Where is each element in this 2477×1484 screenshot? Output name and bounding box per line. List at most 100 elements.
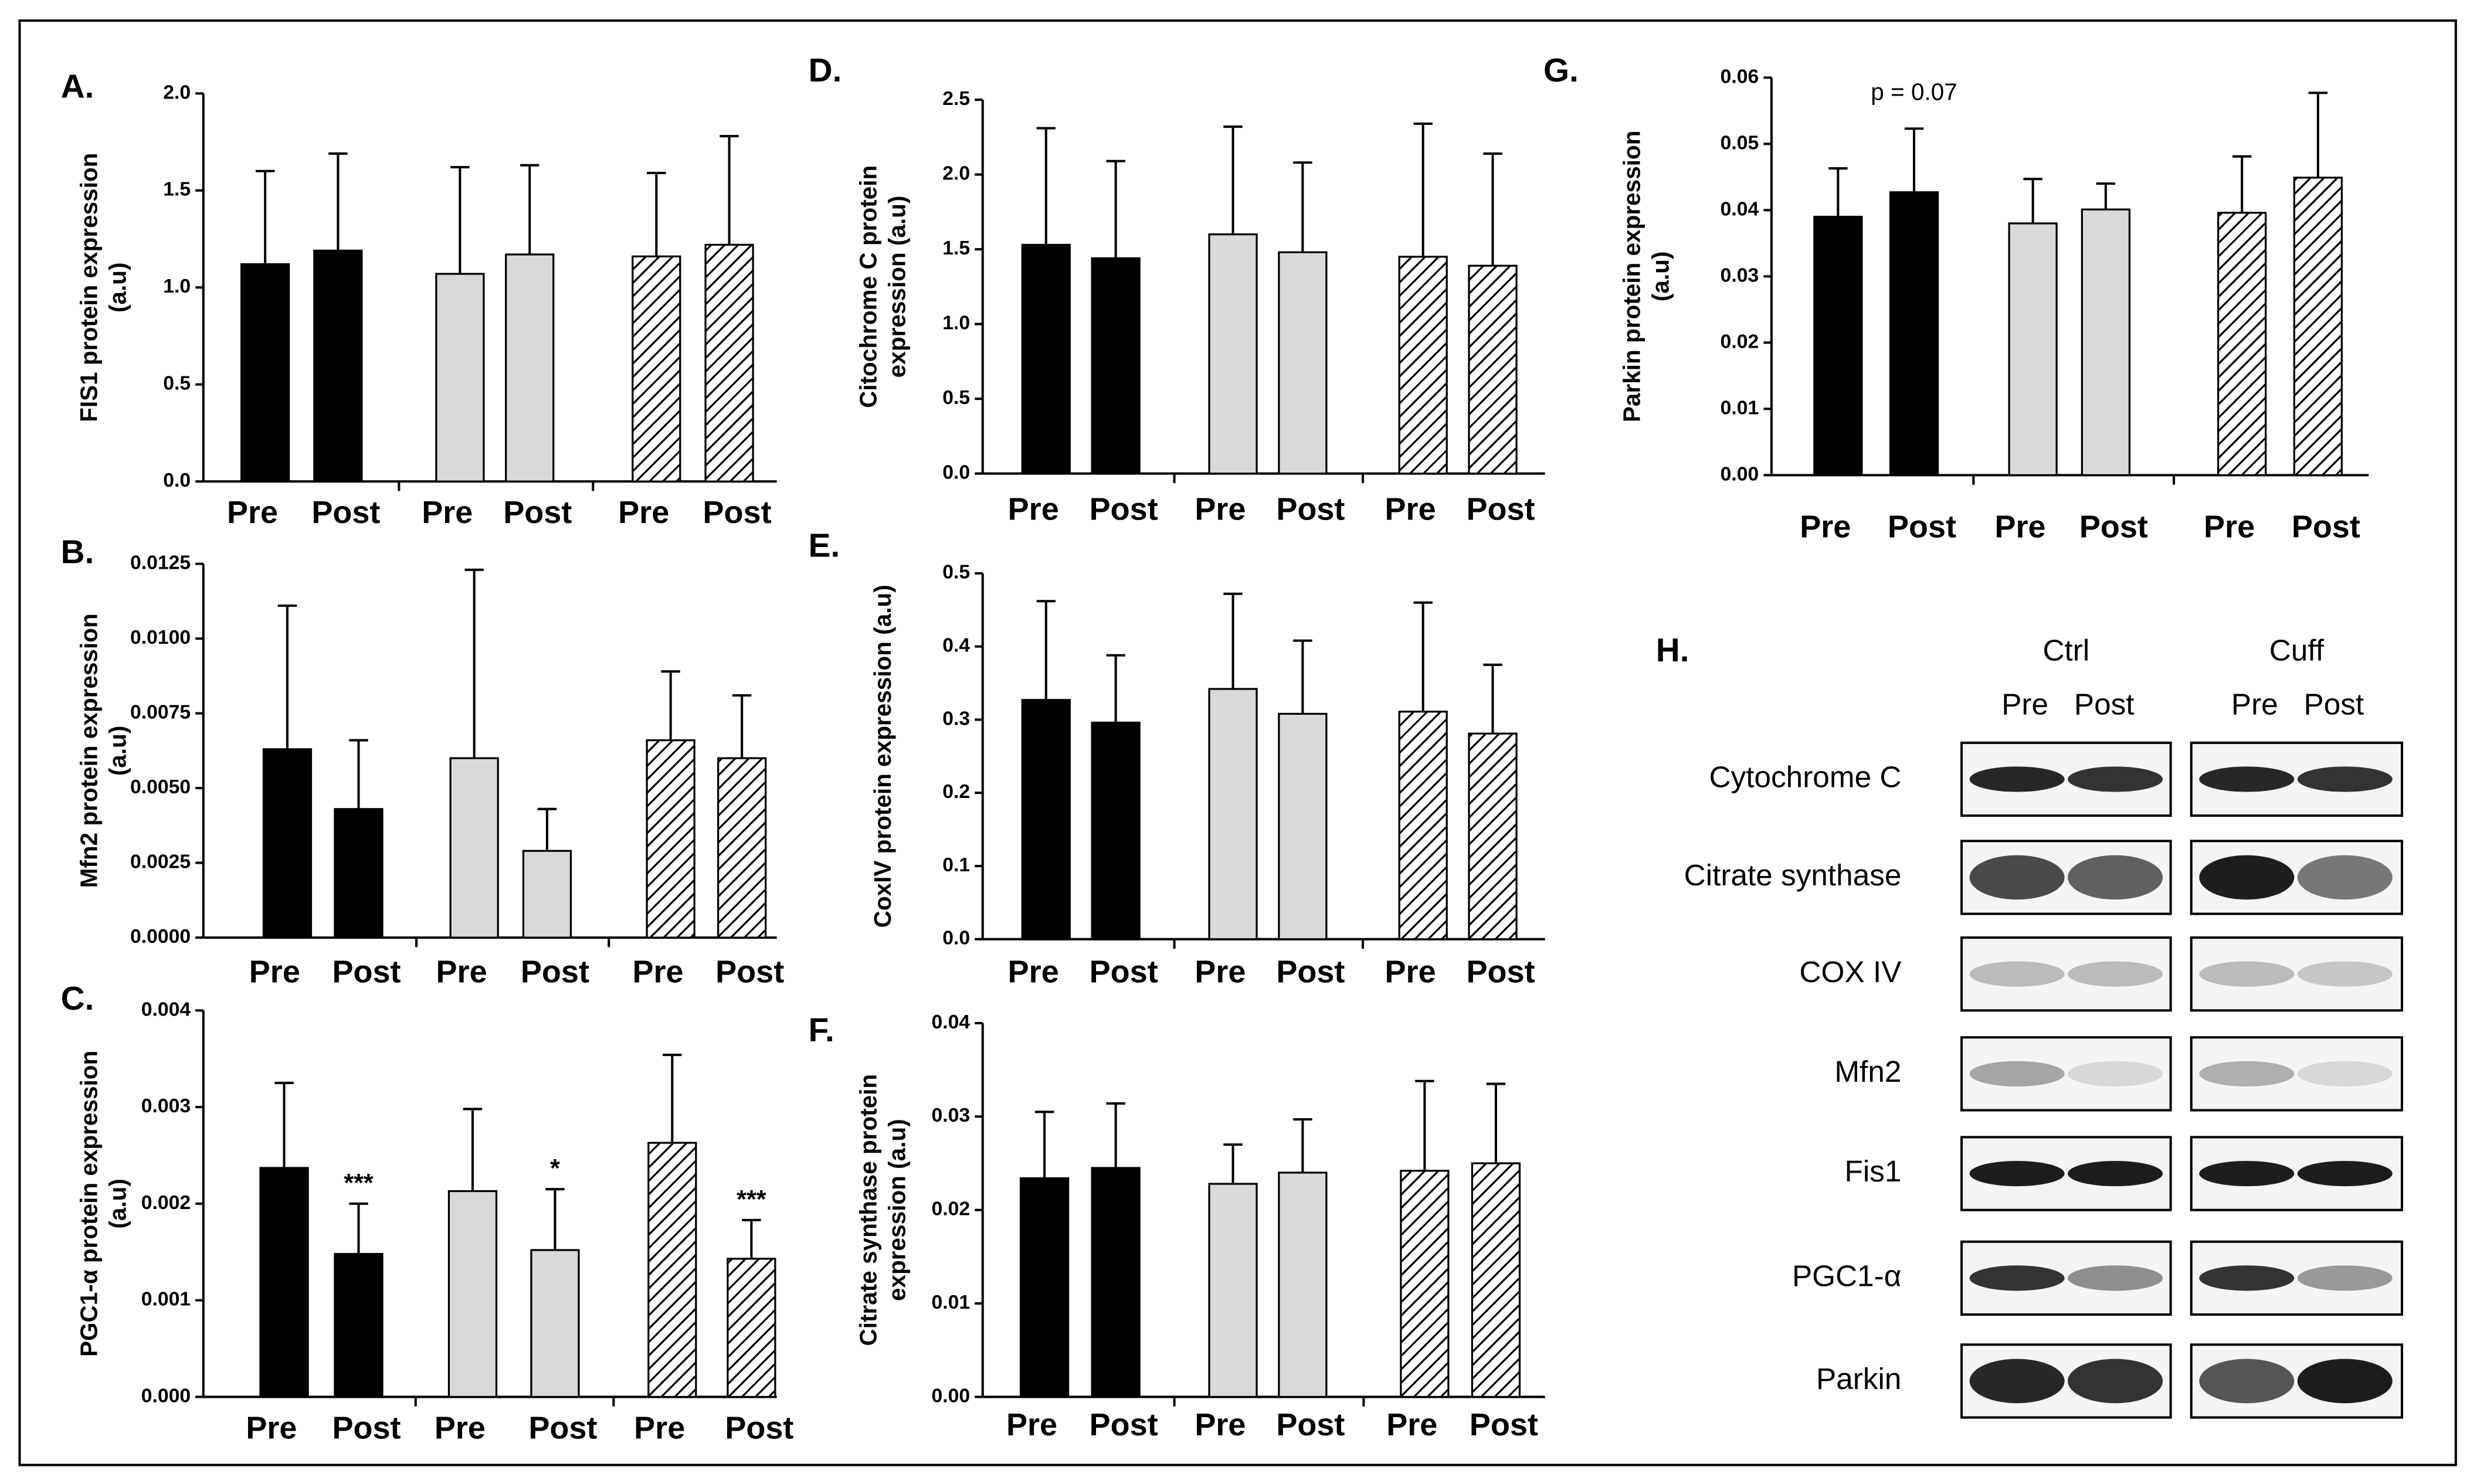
bar: [1278, 1171, 1328, 1398]
x-tick-label: Pre: [1800, 509, 1851, 544]
x-tick-label: Post: [1470, 1407, 1538, 1442]
lane-label: Pre: [2001, 687, 2048, 721]
row-label: Fis1: [1844, 1154, 1901, 1188]
blot-band: [2199, 855, 2295, 900]
x-tick-label: Pre: [1006, 1407, 1057, 1442]
y-tick-label: 1.0: [163, 275, 191, 297]
blot-band: [2068, 1359, 2163, 1404]
y-axis-label: FIS1 protein expression: [76, 153, 103, 422]
y-tick-label: 0.5: [942, 561, 970, 583]
lane-label: Post: [2304, 687, 2364, 721]
x-tick-label: Post: [2292, 509, 2360, 544]
bar: [647, 1142, 697, 1398]
y-tick-label: 0.03: [1721, 264, 1759, 286]
x-tick-label: Post: [1276, 1407, 1345, 1442]
x-tick-label: Pre: [1008, 954, 1059, 989]
blot-band: [1969, 1359, 2065, 1404]
bar: [1889, 191, 1939, 476]
blot-band: [2297, 1160, 2393, 1187]
y-tick-label: 0.0050: [130, 776, 191, 798]
y-axis-label: Citrate synthase protein: [855, 1074, 882, 1346]
y-tick-label: 0.02: [1721, 330, 1759, 352]
blot-frame: [2190, 936, 2404, 1012]
y-tick-label: 2.0: [163, 81, 191, 103]
y-tick-label: 0.02: [931, 1198, 970, 1220]
bar: [1278, 251, 1328, 475]
y-tick-label: 0.00: [931, 1384, 970, 1407]
blot-band: [2297, 1265, 2393, 1291]
x-tick-label: Post: [311, 495, 380, 530]
row-label: Citrate synthase: [1684, 858, 1902, 892]
bar: [727, 1258, 776, 1398]
bar: [1091, 1167, 1141, 1398]
bar: [1813, 216, 1863, 476]
y-tick-label: 1.0: [942, 312, 970, 334]
y-tick-label: 0.0: [942, 927, 970, 949]
x-tick-label: Post: [1090, 492, 1158, 527]
y-tick-label: 0.000: [141, 1384, 191, 1407]
y-tick-label: 0.01: [931, 1291, 970, 1313]
bar: [505, 253, 555, 483]
y-tick-label: 1.5: [942, 237, 970, 259]
bar: [2008, 222, 2058, 476]
x-tick-label: Pre: [246, 1410, 297, 1445]
x-tick-label: Post: [1467, 954, 1535, 989]
bar: [1400, 1170, 1450, 1398]
annotation: *: [550, 1154, 560, 1183]
annotation: ***: [344, 1169, 374, 1197]
x-tick-label: Post: [715, 954, 784, 989]
y-tick-label: 2.5: [942, 87, 970, 110]
y-tick-label: 0.0025: [130, 851, 191, 873]
blot-frame: [2190, 1036, 2404, 1112]
bar: [2293, 176, 2343, 476]
blot-band: [2297, 1061, 2393, 1087]
bar: [1019, 1177, 1070, 1398]
y-tick-label: 0.04: [931, 1011, 970, 1033]
x-tick-label: Pre: [1385, 954, 1436, 989]
x-tick-label: Post: [1276, 492, 1345, 527]
y-axis-label: (a.u): [104, 726, 131, 776]
x-tick-label: Pre: [249, 954, 300, 989]
row-label: Parkin: [1816, 1362, 1901, 1395]
y-tick-label: 0.001: [141, 1288, 191, 1310]
y-tick-label: 0.3: [942, 707, 970, 729]
row-label: Mfn2: [1834, 1055, 1901, 1088]
x-tick-label: Pre: [227, 495, 278, 530]
x-tick-label: Post: [332, 1410, 401, 1445]
x-tick-label: Pre: [435, 1410, 486, 1445]
bar: [1208, 688, 1258, 940]
bar: [334, 808, 384, 939]
blot-band: [1969, 766, 2065, 792]
x-tick-label: Pre: [634, 1410, 685, 1445]
x-tick-label: Pre: [436, 954, 487, 989]
y-tick-label: 0.00: [1721, 463, 1759, 485]
panel-label: A.: [61, 68, 94, 105]
row-label: PGC1-α: [1792, 1259, 1901, 1292]
bar: [1278, 712, 1328, 940]
bar: [1208, 1183, 1258, 1398]
x-tick-label: Post: [2079, 509, 2148, 544]
panel-label: G.: [1543, 52, 1579, 89]
y-tick-label: 0.04: [1721, 198, 1759, 220]
blot-band: [1969, 1061, 2065, 1087]
y-axis-label: (a.u): [1647, 252, 1674, 302]
blot-band: [2199, 1359, 2295, 1404]
bar: [435, 273, 485, 483]
x-tick-label: Pre: [2204, 509, 2255, 544]
lane-label: Post: [2074, 687, 2135, 721]
x-tick-label: Post: [503, 495, 572, 530]
blot-band: [2199, 1061, 2295, 1087]
bar: [1208, 233, 1258, 475]
y-axis-label: CoxIV protein expression (a.u): [869, 585, 896, 928]
x-tick-label: Post: [725, 1410, 793, 1445]
x-tick-label: Pre: [422, 495, 473, 530]
lane-label: Pre: [2231, 687, 2278, 721]
x-tick-label: Pre: [1385, 492, 1436, 527]
x-tick-label: Post: [332, 954, 401, 989]
x-tick-label: Pre: [1994, 509, 2045, 544]
bar: [259, 1167, 309, 1398]
bar: [1471, 1162, 1521, 1398]
blot-band: [1969, 961, 2065, 987]
bar: [717, 757, 767, 939]
